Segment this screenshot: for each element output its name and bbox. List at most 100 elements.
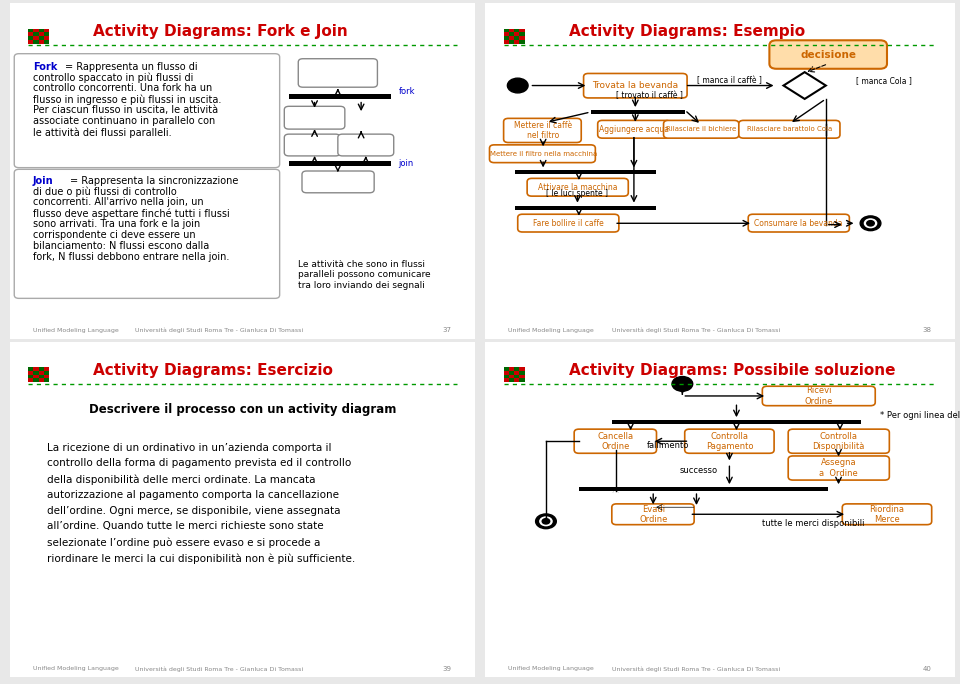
Bar: [509, 32, 515, 36]
Circle shape: [860, 216, 881, 231]
Bar: [44, 367, 49, 371]
Text: Trovata la bevanda: Trovata la bevanda: [592, 81, 679, 90]
Text: fallimento: fallimento: [647, 441, 689, 450]
Text: Per ciascun flusso in uscita, le attività: Per ciascun flusso in uscita, le attivit…: [33, 105, 218, 116]
Text: Unified Modeling Language: Unified Modeling Language: [509, 328, 594, 332]
Bar: [509, 367, 515, 371]
Text: fork, N flussi debbono entrare nella join.: fork, N flussi debbono entrare nella joi…: [33, 252, 229, 263]
Text: Consumare la bevanda: Consumare la bevanda: [755, 219, 843, 228]
FancyBboxPatch shape: [762, 386, 876, 406]
FancyBboxPatch shape: [739, 120, 840, 138]
FancyBboxPatch shape: [517, 214, 619, 232]
Bar: [289, 135, 392, 139]
Bar: [509, 378, 515, 382]
Text: [ trovato il caffè ]: [ trovato il caffè ]: [616, 91, 683, 100]
Bar: [519, 375, 525, 378]
Text: corrispondente ci deve essere un: corrispondente ci deve essere un: [33, 231, 196, 240]
FancyBboxPatch shape: [14, 54, 279, 168]
Bar: [515, 36, 519, 40]
Text: concorrenti. All'arrivo nella join, un: concorrenti. All'arrivo nella join, un: [33, 197, 204, 207]
Text: Assegna
a  Ordine: Assegna a Ordine: [819, 458, 858, 477]
Circle shape: [864, 219, 876, 228]
Text: Rilasciare il bichiere: Rilasciare il bichiere: [666, 127, 736, 133]
Text: 40: 40: [923, 666, 931, 672]
FancyBboxPatch shape: [299, 59, 377, 88]
Text: = Rappresenta un flusso di: = Rappresenta un flusso di: [65, 62, 198, 72]
FancyBboxPatch shape: [684, 429, 774, 453]
Bar: [34, 371, 38, 375]
Bar: [519, 40, 525, 44]
Text: Riordina
Merce: Riordina Merce: [870, 505, 904, 524]
Bar: [44, 371, 49, 375]
Bar: [515, 32, 519, 36]
Bar: [38, 378, 44, 382]
Bar: [504, 378, 509, 382]
Bar: [509, 36, 515, 40]
Bar: [515, 378, 519, 382]
Bar: [34, 40, 38, 44]
Bar: [289, 161, 392, 166]
FancyBboxPatch shape: [788, 456, 889, 480]
Bar: [28, 40, 34, 44]
Bar: [28, 36, 34, 40]
Bar: [519, 36, 525, 40]
Bar: [504, 40, 509, 44]
Text: Università degli Studi Roma Tre - Gianluca Di Tomassi: Università degli Studi Roma Tre - Gianlu…: [612, 328, 780, 333]
Bar: [516, 170, 657, 174]
Bar: [44, 36, 49, 40]
FancyBboxPatch shape: [612, 504, 694, 525]
Circle shape: [867, 221, 875, 226]
Text: La ricezione di un ordinativo in un’azienda comporta il
controllo della forma di: La ricezione di un ordinativo in un’azie…: [47, 443, 355, 564]
Text: Cancella
Ordine: Cancella Ordine: [597, 432, 634, 451]
Text: Mettere il caffè
nel filtro: Mettere il caffè nel filtro: [514, 121, 572, 140]
Circle shape: [542, 518, 550, 524]
Text: bilanciamento: N flussi escono dalla: bilanciamento: N flussi escono dalla: [33, 241, 209, 252]
Bar: [519, 29, 525, 32]
Text: Attivare la macchina: Attivare la macchina: [538, 183, 617, 192]
Bar: [504, 375, 509, 378]
Bar: [34, 29, 38, 32]
Bar: [38, 32, 44, 36]
Bar: [515, 367, 519, 371]
Bar: [519, 32, 525, 36]
Bar: [509, 40, 515, 44]
FancyBboxPatch shape: [14, 170, 279, 298]
Bar: [38, 367, 44, 371]
Text: fork: fork: [398, 88, 415, 96]
Bar: [34, 36, 38, 40]
Text: 39: 39: [443, 666, 452, 672]
Bar: [38, 40, 44, 44]
Bar: [519, 367, 525, 371]
Text: successo: successo: [680, 466, 718, 475]
Text: Activity Diagrams: Fork e Join: Activity Diagrams: Fork e Join: [93, 25, 348, 40]
FancyBboxPatch shape: [842, 504, 931, 525]
Bar: [516, 205, 657, 209]
Text: Activity Diagrams: Possibile soluzione: Activity Diagrams: Possibile soluzione: [569, 363, 896, 378]
Text: controllo spaccato in più flussi di: controllo spaccato in più flussi di: [33, 72, 193, 83]
FancyBboxPatch shape: [574, 429, 657, 453]
Text: [ manca il caffè ]: [ manca il caffè ]: [697, 76, 762, 85]
Bar: [34, 367, 38, 371]
Text: Fork: Fork: [33, 62, 58, 72]
Text: Rilasciare barattolo Cola: Rilasciare barattolo Cola: [747, 127, 832, 133]
Bar: [590, 109, 684, 114]
Text: * Per ogni linea dell’ordine: * Per ogni linea dell’ordine: [880, 410, 960, 420]
Circle shape: [672, 376, 693, 391]
Text: le attività dei flussi paralleli.: le attività dei flussi paralleli.: [33, 127, 172, 138]
Text: 37: 37: [443, 327, 452, 333]
Bar: [28, 32, 34, 36]
Text: Controlla
Disponibilità: Controlla Disponibilità: [812, 432, 865, 451]
Bar: [515, 29, 519, 32]
Text: Fare bollire il caffe: Fare bollire il caffe: [533, 219, 604, 228]
FancyBboxPatch shape: [504, 118, 581, 142]
Text: Descrivere il processo con un activity diagram: Descrivere il processo con un activity d…: [88, 402, 396, 416]
Text: tutte le merci disponibili: tutte le merci disponibili: [762, 519, 865, 528]
Bar: [38, 371, 44, 375]
Text: Activity Diagrams: Esempio: Activity Diagrams: Esempio: [569, 25, 805, 40]
Bar: [44, 40, 49, 44]
Bar: [579, 487, 828, 491]
Circle shape: [540, 517, 552, 526]
Bar: [38, 375, 44, 378]
Bar: [38, 29, 44, 32]
Text: associate continuano in parallelo con: associate continuano in parallelo con: [33, 116, 215, 127]
